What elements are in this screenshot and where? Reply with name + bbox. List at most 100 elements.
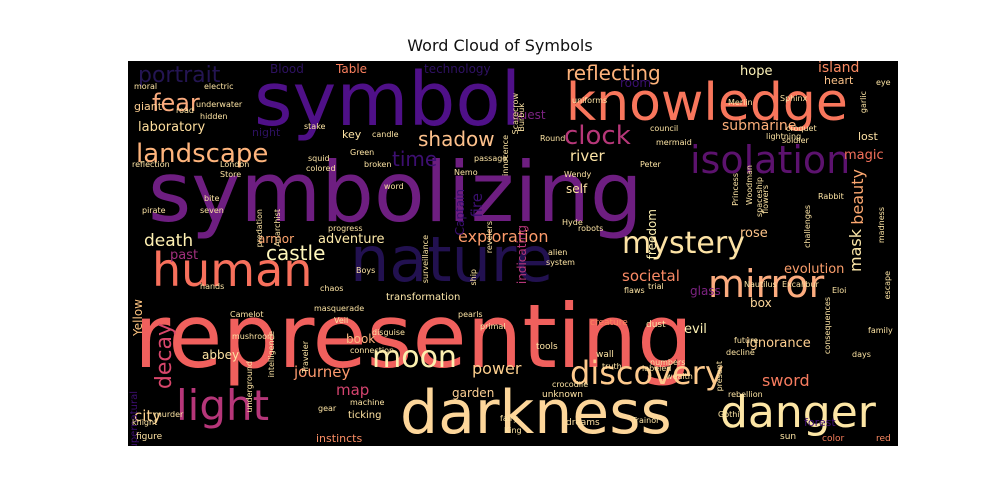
word-broken: broken	[364, 160, 392, 169]
word-unknown: unknown	[542, 390, 583, 400]
word-connection: connection	[350, 346, 395, 355]
word-store: Store	[220, 170, 242, 179]
word-instincts: instincts	[316, 432, 363, 445]
word-disguise: disguise	[372, 328, 405, 337]
word-journey: journey	[294, 363, 351, 381]
word-blood: Blood	[270, 62, 304, 76]
word-escape: escape	[883, 271, 892, 300]
word-underwater: underwater	[196, 100, 243, 109]
word-rabbit: Rabbit	[818, 192, 844, 201]
word-burbuk: Burbuk	[517, 103, 526, 132]
word-technology: technology	[424, 62, 491, 76]
word-time: time	[392, 147, 438, 171]
word-room: room	[620, 76, 652, 90]
word-light: light	[176, 381, 270, 430]
word-lightning: lightning	[766, 132, 802, 141]
word-red: red	[876, 434, 891, 444]
word-armor: armor	[258, 232, 295, 246]
word-candle: candle	[372, 130, 399, 139]
word-soldier: soldier	[782, 136, 809, 145]
word-consequences: consequences	[823, 297, 832, 355]
word-sphinx: Sphinx	[780, 94, 808, 103]
word-round: Round	[540, 134, 566, 143]
word-ignorance: ignorance	[746, 336, 811, 351]
word-wendy: Wendy	[564, 170, 592, 179]
word-labeled: labeled	[642, 364, 672, 373]
word-box: box	[750, 296, 772, 310]
word-cloud: representing symbolizing symbol darkness nat…	[128, 61, 898, 446]
word-heart: heart	[824, 74, 854, 87]
word-self: self	[566, 182, 588, 196]
word-map: map	[336, 381, 370, 399]
word-symbolizing: symbolizing	[148, 144, 643, 241]
word-creature: creature	[590, 318, 628, 328]
word-fire: fire	[468, 193, 486, 218]
word-family: family	[868, 326, 893, 335]
word-city: city	[134, 407, 162, 425]
word-colored: colored	[306, 164, 336, 173]
word-anarchist: Anarchist	[273, 209, 282, 247]
word-eloi: Eloi	[832, 286, 847, 295]
word-giant: giant	[134, 100, 163, 113]
word-nature: nature	[350, 223, 554, 296]
word-uniforms: uniforms	[572, 96, 608, 105]
word-underground: underground	[245, 361, 254, 413]
word-chaos: chaos	[320, 284, 344, 293]
word-veil: Veil	[334, 316, 349, 325]
word-hidden: hidden	[200, 112, 228, 121]
word-squid: squid	[308, 154, 330, 163]
word-seven: seven	[200, 206, 224, 215]
word-ticking: ticking	[348, 410, 382, 421]
word-evolution: evolution	[784, 262, 845, 277]
word-transformation: transformation	[386, 292, 461, 303]
word-island: island	[818, 61, 860, 76]
word-flaws: flaws	[624, 286, 645, 295]
word-future: future	[734, 336, 759, 345]
word-knowledge: knowledge	[566, 73, 848, 133]
word-trial: trial	[648, 282, 664, 291]
word-power: power	[472, 359, 522, 378]
word-freedom: freedom	[645, 209, 659, 260]
word-garden: garden	[452, 386, 495, 400]
word-passage: passage	[474, 154, 508, 163]
word-yellow: Yellow	[131, 299, 145, 336]
word-sun: sun	[780, 432, 797, 442]
word-wealth: wealth	[666, 372, 693, 381]
word-progress: progress	[328, 224, 363, 233]
word-hands: hands	[200, 282, 225, 291]
word-book: book	[346, 332, 376, 346]
word-portrait: portrait	[138, 63, 221, 88]
word-surveillance: surveillance	[421, 235, 430, 284]
word-shadow: shadow	[418, 127, 495, 151]
word-fairy: fairy	[500, 414, 518, 423]
word-night: night	[252, 126, 281, 139]
word-societal: societal	[622, 267, 680, 285]
word-stake: stake	[304, 122, 326, 131]
word-sword: sword	[762, 371, 810, 390]
word-masquerade: masquerade	[314, 304, 365, 313]
word-primal: primal	[480, 322, 506, 331]
word-days: days	[852, 350, 871, 359]
word-castle: castle	[266, 241, 326, 265]
word-intelligence: intelligence	[267, 331, 276, 378]
chart-title: Word Cloud of Symbols	[407, 36, 593, 55]
word-symbol: symbol	[254, 61, 522, 143]
word-flowers: flowers	[761, 185, 770, 214]
word-mask: mask	[846, 229, 865, 272]
word-numbers: numbers	[650, 358, 686, 367]
word-alien: alien	[548, 248, 568, 257]
word-tools: tools	[536, 342, 558, 352]
word-dust: dust	[646, 320, 666, 330]
word-eye: eye	[876, 78, 891, 87]
word-laboratory: laboratory	[138, 120, 206, 135]
word-nemo: Nemo	[454, 168, 478, 177]
word-road: road	[176, 106, 194, 115]
word-robots: robots	[578, 224, 604, 233]
word-excalibur: Excalibur	[782, 280, 819, 289]
word-forest: forest	[804, 416, 836, 429]
word-princess: Princess	[731, 173, 740, 206]
word-key: key	[342, 128, 362, 141]
word-beauty: beauty	[848, 169, 867, 225]
word-present: present	[715, 361, 724, 392]
word-moon: moon	[372, 340, 457, 375]
